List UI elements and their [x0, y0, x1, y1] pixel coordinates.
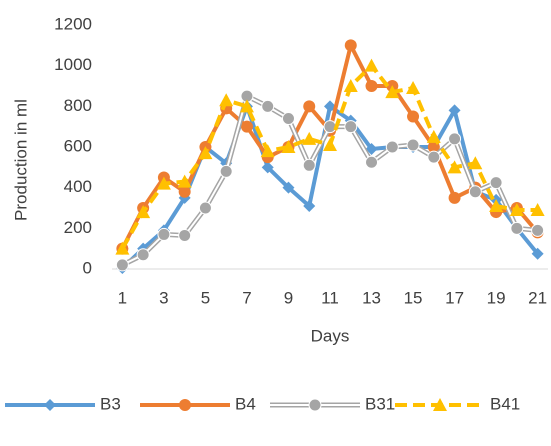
data-point — [364, 58, 379, 72]
data-point — [156, 176, 171, 190]
x-tick-label: 11 — [321, 288, 339, 307]
data-point — [157, 227, 171, 241]
data-point — [281, 140, 296, 153]
x-tick-label: 7 — [242, 288, 251, 307]
data-point — [219, 93, 234, 107]
data-point — [282, 181, 295, 194]
data-point — [468, 185, 482, 199]
data-point — [178, 228, 192, 242]
data-point — [385, 140, 399, 154]
y-tick-label: 200 — [64, 218, 92, 237]
data-point — [406, 81, 421, 95]
data-point — [509, 203, 524, 217]
data-point — [198, 201, 212, 215]
data-point — [178, 185, 191, 198]
data-point — [407, 110, 420, 123]
x-tick-label: 21 — [528, 288, 547, 307]
x-tick-label: 9 — [284, 288, 293, 307]
data-point — [261, 161, 274, 174]
data-point — [365, 80, 378, 92]
x-axis-title: Days — [311, 326, 350, 345]
data-point — [365, 143, 378, 156]
x-tick-label: 19 — [487, 288, 506, 307]
x-tick-label: 5 — [201, 288, 210, 307]
data-point — [239, 99, 254, 113]
data-point — [323, 120, 337, 134]
data-point — [365, 155, 379, 169]
data-point — [260, 144, 275, 158]
legend-marker — [308, 398, 322, 412]
legend-label: B31 — [365, 394, 395, 413]
data-point — [447, 160, 462, 174]
y-tick-label: 400 — [64, 177, 92, 196]
data-point — [530, 203, 545, 217]
data-point — [323, 137, 337, 151]
data-point — [406, 138, 420, 152]
x-tick-label: 13 — [362, 288, 381, 307]
data-point — [448, 104, 461, 117]
data-point — [302, 131, 317, 145]
data-point — [489, 176, 503, 190]
data-point — [531, 223, 545, 237]
data-point — [302, 158, 316, 172]
data-point — [115, 258, 129, 272]
x-tick-label: 17 — [445, 288, 464, 307]
y-axis-title: Production in ml — [11, 99, 30, 221]
legend-label: B41 — [490, 394, 520, 413]
y-tick-label: 1000 — [54, 55, 92, 74]
data-point — [177, 174, 192, 188]
legend-label: B3 — [100, 394, 121, 413]
data-point — [448, 132, 462, 146]
data-point — [531, 247, 544, 260]
y-tick-label: 0 — [83, 258, 92, 277]
y-tick-label: 800 — [64, 96, 92, 115]
data-point — [343, 79, 358, 92]
data-point — [136, 248, 150, 262]
legend-marker — [179, 399, 191, 411]
legend-marker — [433, 398, 447, 411]
data-point — [448, 191, 461, 204]
y-tick-label: 1200 — [54, 14, 92, 33]
data-point — [426, 129, 441, 143]
data-point — [344, 39, 357, 52]
data-point — [219, 164, 233, 178]
data-point — [240, 120, 253, 133]
data-point — [324, 100, 336, 113]
data-point — [303, 100, 316, 113]
y-tick-label: 600 — [64, 136, 92, 155]
data-point — [427, 150, 441, 164]
data-point — [510, 221, 524, 235]
data-point — [198, 146, 213, 160]
x-tick-label: 15 — [404, 288, 423, 307]
data-point — [489, 198, 504, 212]
data-point — [115, 241, 130, 255]
data-point — [344, 120, 358, 134]
legend-marker — [44, 399, 56, 411]
data-point — [468, 156, 483, 170]
data-point — [303, 199, 316, 212]
data-point — [385, 85, 400, 99]
x-tick-label: 1 — [118, 288, 127, 307]
data-point — [136, 205, 151, 219]
x-tick-label: 3 — [159, 288, 168, 307]
data-point — [281, 112, 295, 126]
data-point — [261, 99, 275, 113]
legend-label: B4 — [235, 394, 256, 413]
